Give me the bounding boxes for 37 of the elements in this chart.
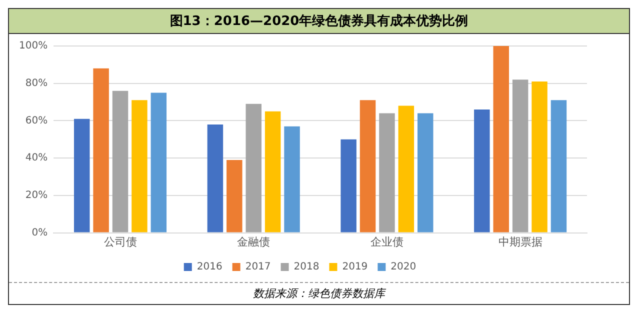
bar (93, 68, 109, 232)
bar (418, 113, 434, 232)
bar (112, 90, 128, 232)
bar (246, 104, 262, 232)
y-tick-label: 100% (18, 40, 48, 52)
bar (340, 139, 356, 232)
bar (550, 100, 567, 232)
y-tick-label: 40% (25, 152, 48, 164)
bar (379, 113, 395, 232)
y-tick-label: 80% (25, 78, 48, 89)
bar (493, 46, 509, 232)
bar (360, 100, 376, 232)
bar (512, 80, 528, 232)
legend-label: 2020 (390, 262, 416, 273)
bar (532, 81, 548, 232)
y-tick-label: 0% (32, 227, 48, 238)
bar (264, 111, 281, 232)
legend-label: 2017 (245, 262, 271, 273)
y-tick-label: 60% (25, 115, 48, 126)
x-tick-label: 公司债 (104, 235, 137, 248)
bar (150, 92, 167, 232)
x-tick-label: 企业债 (370, 235, 404, 248)
bar (474, 110, 490, 232)
legend-label: 2018 (294, 262, 320, 273)
bar (398, 106, 414, 232)
bar (207, 124, 224, 232)
legend-label: 2019 (342, 262, 368, 273)
x-tick-label: 金融债 (237, 235, 270, 248)
bar (226, 160, 242, 232)
bar (74, 118, 90, 232)
y-tick-label: 20% (25, 190, 48, 202)
source-note: 数据来源：绿色债券数据库 (9, 282, 629, 304)
x-tick-label: 中期票据 (498, 235, 542, 248)
chart-title: 图13：2016—2020年绿色债券具有成本优势比例 (9, 9, 629, 34)
legend-label: 2016 (196, 262, 222, 273)
bar (132, 100, 148, 232)
bar (284, 126, 300, 232)
